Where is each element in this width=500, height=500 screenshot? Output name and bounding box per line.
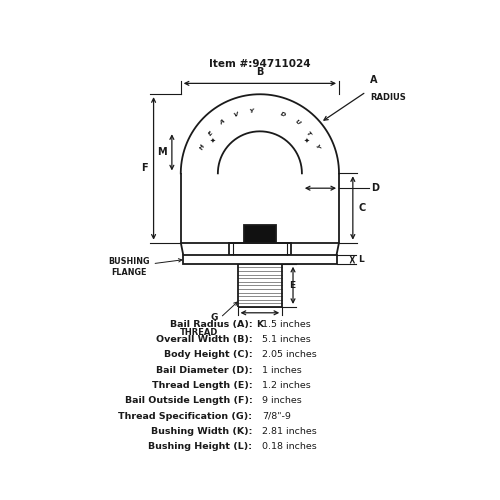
Text: V: V — [234, 112, 240, 118]
Text: Bail Diameter (D):: Bail Diameter (D): — [156, 366, 252, 374]
Text: 0.18 inches: 0.18 inches — [262, 442, 317, 452]
Text: Y: Y — [250, 108, 254, 114]
Text: B: B — [256, 67, 264, 77]
Text: Bail Radius (A):: Bail Radius (A): — [170, 320, 252, 328]
Text: 2.81 inches: 2.81 inches — [262, 427, 317, 436]
Text: Y: Y — [314, 144, 320, 150]
Text: 1 inches: 1 inches — [262, 366, 302, 374]
Bar — [244, 226, 276, 242]
Text: 1.5 inches: 1.5 inches — [262, 320, 311, 328]
Text: Bushing Height (L):: Bushing Height (L): — [148, 442, 252, 452]
Text: ✦: ✦ — [304, 138, 310, 143]
Text: M: M — [158, 148, 167, 158]
Bar — [184, 255, 336, 264]
Text: THREAD: THREAD — [180, 328, 218, 336]
Text: E: E — [289, 281, 295, 290]
Text: H: H — [200, 144, 206, 150]
Text: Overall Width (B):: Overall Width (B): — [156, 335, 252, 344]
Text: 2.05 inches: 2.05 inches — [262, 350, 317, 360]
Text: C: C — [359, 203, 366, 213]
Text: 9 inches: 9 inches — [262, 396, 302, 406]
Text: G: G — [210, 313, 218, 322]
Text: 5.1 inches: 5.1 inches — [262, 335, 311, 344]
Text: U: U — [294, 119, 300, 126]
Text: K: K — [256, 320, 264, 328]
Text: L: L — [358, 255, 364, 264]
Text: ✦: ✦ — [210, 138, 216, 143]
Text: 1.2 inches: 1.2 inches — [262, 381, 311, 390]
Text: E: E — [208, 130, 214, 136]
Text: Thread Length (E):: Thread Length (E): — [152, 381, 252, 390]
Text: Bushing Width (K):: Bushing Width (K): — [151, 427, 252, 436]
Text: BUSHING
FLANGE: BUSHING FLANGE — [108, 257, 182, 276]
Text: RADIUS: RADIUS — [370, 93, 406, 102]
Text: Thread Specification (G):: Thread Specification (G): — [118, 412, 252, 420]
Text: F: F — [141, 164, 148, 173]
Bar — [229, 242, 290, 255]
Text: Item #:94711024: Item #:94711024 — [209, 58, 310, 68]
Text: Body Height (C):: Body Height (C): — [164, 350, 252, 360]
Text: A: A — [220, 119, 226, 126]
Text: Bail Outside Length (F):: Bail Outside Length (F): — [124, 396, 252, 406]
Text: 7/8"-9: 7/8"-9 — [262, 412, 291, 420]
Text: D: D — [280, 112, 286, 118]
Text: D: D — [371, 183, 379, 193]
Text: T: T — [306, 130, 312, 136]
Text: A: A — [370, 76, 378, 86]
